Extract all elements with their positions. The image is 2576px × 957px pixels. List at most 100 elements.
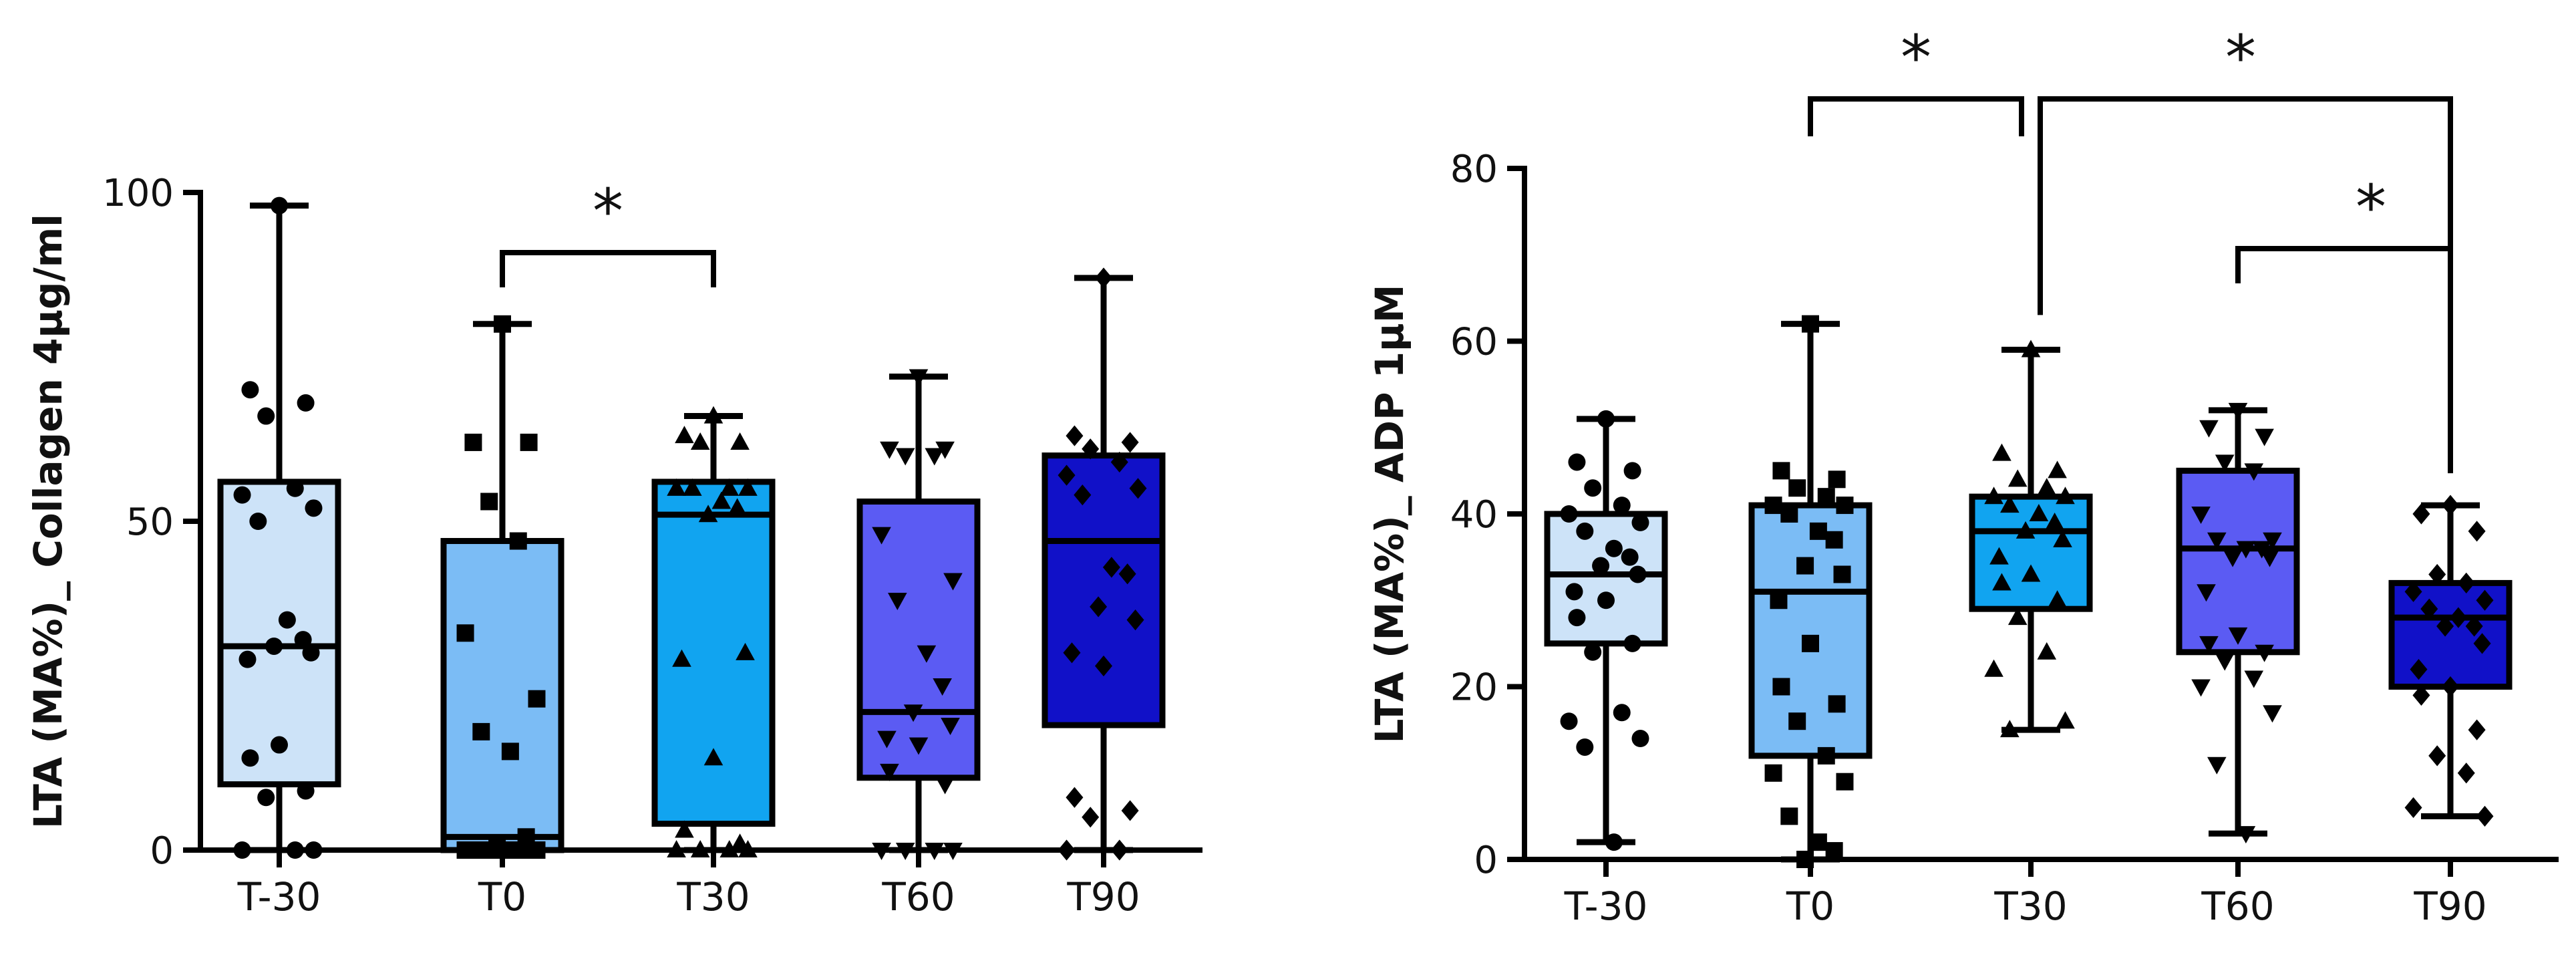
data-point (2476, 589, 2494, 611)
data-point (1063, 642, 1081, 664)
data-point (1597, 410, 1615, 428)
data-point (1802, 315, 1819, 333)
data-point (2056, 487, 2075, 505)
data-point (249, 513, 267, 530)
x-tick-label-t90: T90 (2413, 883, 2486, 929)
data-point (2021, 339, 2041, 358)
data-point (1058, 839, 1076, 861)
x-tick-label-t60: T60 (2201, 883, 2274, 929)
data-point (2442, 495, 2459, 516)
data-point (2428, 563, 2446, 585)
x-tick-label-t30: T30 (676, 874, 750, 920)
data-point (880, 441, 899, 459)
y-tick-label: 0 (1474, 839, 1498, 882)
box-t30 (1969, 346, 2093, 733)
data-point (528, 690, 546, 708)
data-point (294, 631, 312, 649)
data-point (935, 777, 955, 795)
data-point (895, 842, 915, 860)
data-point (1828, 470, 1846, 489)
x-tick-label-t-30: T-30 (1564, 883, 1648, 929)
data-point (2199, 420, 2219, 438)
points-t30 (1984, 339, 2075, 738)
data-point (1102, 557, 1120, 578)
iqr-box (1969, 493, 2093, 612)
data-point (719, 840, 740, 858)
data-point (257, 789, 275, 807)
points-t30 (667, 406, 758, 858)
data-point (2215, 454, 2235, 472)
data-point (302, 644, 320, 662)
data-point (909, 369, 929, 387)
points-t90 (1058, 267, 1147, 861)
data-point (1066, 425, 1084, 446)
data-point (1126, 609, 1144, 631)
data-point (1066, 787, 1084, 808)
significance-star: * (593, 176, 623, 247)
data-point (2465, 616, 2483, 637)
data-point (1623, 462, 1641, 480)
data-point (2255, 428, 2274, 446)
data-point (1095, 267, 1112, 289)
adp-box-plot: 0 20 40 60 80 LTA (MA%)_ ADP 1μM T-30 T0 T30 T60 T… (1367, 22, 2559, 929)
data-point (728, 498, 747, 516)
data-point (1584, 643, 1602, 661)
data-point (501, 742, 519, 761)
data-point (1984, 487, 2003, 505)
box-t0 (1748, 321, 1873, 863)
y-tick-label: 60 (1450, 321, 1498, 364)
data-point (1568, 453, 1586, 471)
data-point (730, 432, 750, 450)
data-point (1560, 505, 1578, 523)
data-point (1825, 531, 1843, 549)
data-point (675, 426, 694, 444)
data-point (233, 486, 251, 504)
data-point (1613, 704, 1631, 722)
data-point (1780, 505, 1798, 523)
data-point (672, 649, 691, 667)
points-t-30 (233, 196, 323, 859)
data-point (1809, 833, 1827, 851)
x-tick-label-t60: T60 (881, 874, 955, 920)
data-point (2476, 805, 2494, 827)
data-point (2457, 572, 2475, 593)
data-point (1118, 563, 1136, 585)
data-point (1082, 438, 1100, 460)
data-point (1817, 746, 1835, 765)
data-point (1796, 557, 1814, 575)
data-point (909, 737, 929, 755)
iqr-box (1544, 511, 1668, 647)
data-point (1770, 591, 1788, 609)
data-point (2228, 402, 2248, 420)
data-point (877, 730, 897, 748)
points-t0 (456, 315, 546, 859)
data-point (2410, 659, 2428, 680)
data-point (1836, 773, 1854, 791)
data-point (2223, 549, 2243, 567)
box-t90 (1041, 275, 1166, 853)
y-tick-label: 0 (150, 829, 174, 873)
bracket-line (500, 250, 716, 287)
data-point (1992, 443, 2011, 461)
data-point (736, 642, 755, 660)
data-point (1110, 451, 1128, 473)
data-point (1568, 609, 1586, 627)
box-t90 (2388, 502, 2513, 819)
data-point (1605, 539, 1623, 557)
data-point (2207, 757, 2227, 775)
data-point (667, 478, 686, 496)
data-point (1560, 712, 1578, 730)
data-point (711, 491, 732, 509)
data-point (494, 315, 511, 333)
data-point (2037, 642, 2057, 660)
data-point (1121, 432, 1139, 453)
data-point (509, 532, 527, 550)
x-tick-label-t0: T0 (1786, 883, 1834, 929)
data-point (943, 842, 963, 860)
data-point (1110, 839, 1128, 861)
data-point (271, 736, 288, 754)
data-point (2048, 460, 2067, 479)
data-point (1082, 807, 1100, 828)
y-axis-label: LTA (MA%)_ Collagen 4μg/ml (25, 214, 71, 829)
data-point (917, 645, 937, 663)
